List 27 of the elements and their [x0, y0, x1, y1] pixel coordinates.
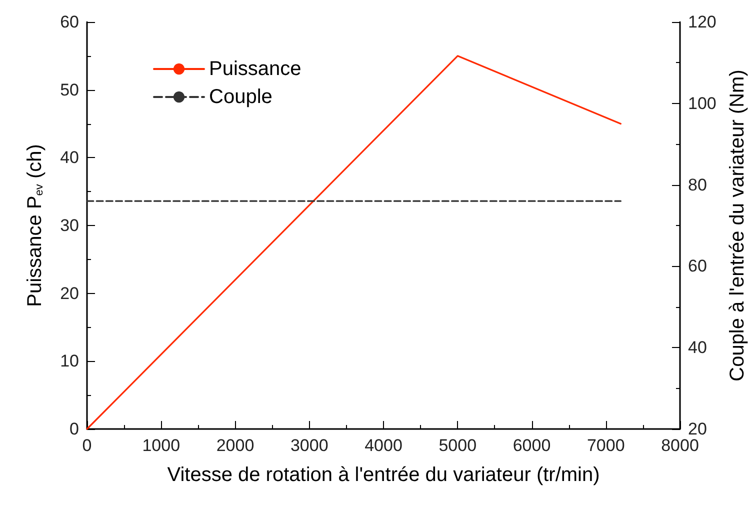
x-tick-label: 2000 — [216, 436, 254, 455]
y-tick-label: 30 — [60, 216, 79, 235]
y2-tick-label: 40 — [688, 338, 707, 358]
y2-tick-label: 20 — [688, 420, 707, 438]
y-tick-label: 60 — [60, 12, 79, 32]
y2-tick-label: 60 — [688, 256, 707, 276]
x-tick-label: 5000 — [438, 436, 477, 455]
x-tick-label: 4000 — [364, 436, 402, 455]
x-tick-label: 3000 — [290, 436, 328, 455]
x-tick-label: 1000 — [142, 436, 180, 455]
x-tick-label: 7000 — [586, 436, 625, 455]
y-tick-label: 10 — [60, 352, 79, 371]
x-tick-label: 8000 — [661, 436, 699, 455]
y-tick-label: 50 — [60, 80, 79, 100]
y-tick-label: 20 — [60, 284, 79, 303]
x-tick-label: 6000 — [512, 436, 551, 455]
y-axis-title: Puissance Pev (ch) — [24, 144, 46, 307]
y-tick-label: 0 — [70, 420, 79, 438]
x-axis-title: Vitesse de rotation à l'entrée du variateur (tr/min) — [167, 464, 600, 486]
y2-tick-label: 120 — [688, 12, 716, 32]
x-tick-label: 0 — [82, 436, 92, 455]
legend-label: Couple — [209, 86, 272, 108]
y2-tick-label: 80 — [688, 175, 707, 194]
y-tick-label: 40 — [60, 148, 79, 168]
y2-tick-label: 100 — [688, 94, 716, 113]
y2-axis-title: Couple à l'entrée du variateur (Nm) — [726, 70, 748, 382]
legend-label: Puissance — [209, 58, 302, 80]
